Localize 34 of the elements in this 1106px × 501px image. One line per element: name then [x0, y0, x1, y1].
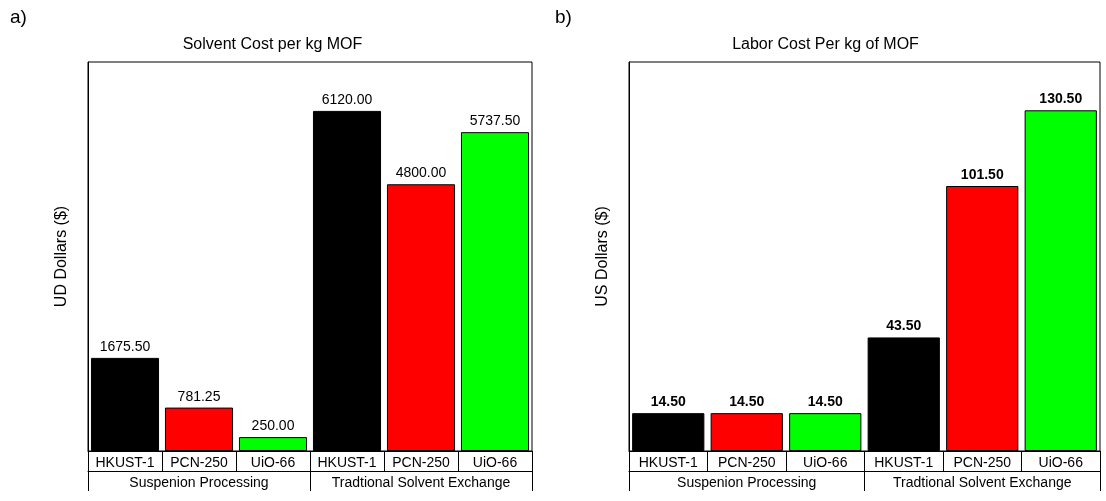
- text: Suspenion Processing: [129, 474, 269, 490]
- data-label: 781.25: [177, 387, 221, 404]
- x-tick-label: PCN-250: [717, 454, 776, 470]
- data-label: 250.00: [251, 417, 295, 434]
- data-label: 4800.00: [395, 164, 447, 181]
- x-tick-label: UiO-66: [1038, 454, 1084, 470]
- text: Tradtional Solvent Exchange: [331, 474, 511, 490]
- data-label: 6120.00: [321, 90, 373, 107]
- text: Suspenion Processing: [677, 474, 817, 490]
- data-label: 14.50: [650, 393, 686, 410]
- data-label: 43.50: [886, 317, 922, 334]
- x-tick-label: UiO-66: [803, 454, 848, 470]
- x-tick-label: UiO-66: [472, 454, 518, 470]
- x-tick-label: PCN-250: [953, 454, 1012, 470]
- data-label: 14.50: [807, 393, 843, 410]
- data-label: 5737.50: [469, 112, 521, 129]
- data-label: 101.50: [960, 166, 1004, 183]
- x-tick-label: PCN-250: [392, 454, 450, 470]
- y-axis-title: UD Dollars ($): [51, 205, 69, 308]
- data-label: 130.50: [1039, 90, 1083, 107]
- y-axis-title: US Dollars ($): [592, 206, 610, 307]
- x-tick-label: UiO-66: [250, 454, 296, 470]
- text: Tradtional Solvent Exchange: [893, 474, 1072, 490]
- data-label: 1675.50: [99, 337, 151, 354]
- chart-title: Labor Cost Per kg of MOF: [732, 34, 920, 52]
- x-tick-label: HKUST-1: [95, 454, 155, 470]
- chart-title: Solvent Cost per kg MOF: [182, 34, 363, 52]
- x-tick-label: HKUST-1: [874, 454, 934, 470]
- text: b): [555, 6, 572, 27]
- x-tick-label: PCN-250: [170, 454, 228, 470]
- x-tick-label: HKUST-1: [638, 454, 699, 470]
- data-label: 14.50: [729, 393, 765, 410]
- text: a): [10, 6, 27, 27]
- x-tick-label: HKUST-1: [317, 454, 377, 470]
